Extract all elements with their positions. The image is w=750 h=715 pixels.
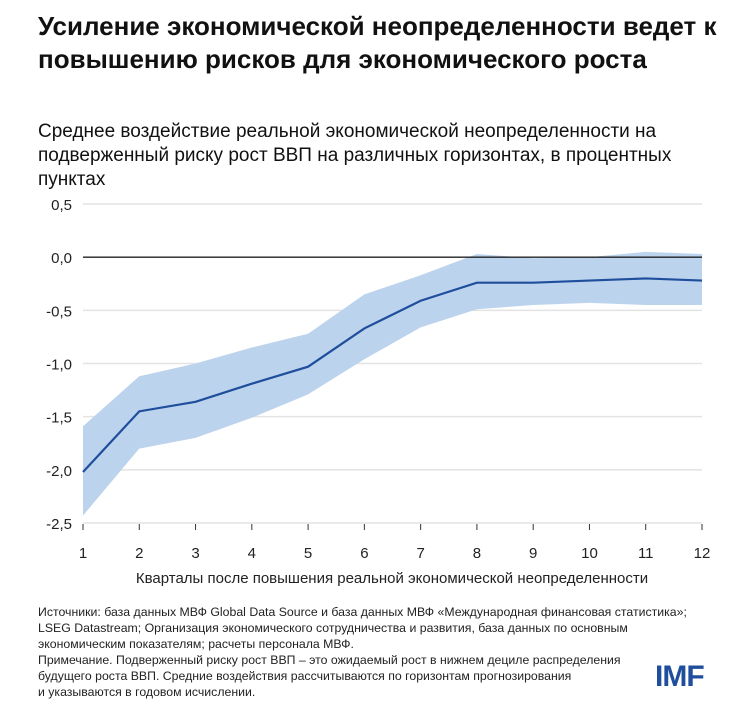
x-tick-label: 9 — [529, 545, 537, 562]
x-tick-label: 4 — [248, 545, 256, 562]
x-axis-label: Кварталы после повышения реальной эконом… — [136, 570, 648, 587]
line-chart: 0,50,0-0,5-1,0-1,5-2,0-2,51 2 3 4 5 6 7 8 9 10 11 1… — [46, 197, 711, 587]
y-tick-label: 0,0 — [51, 250, 72, 267]
imf-logo: IMF — [655, 660, 705, 693]
note-text: будущего роста ВВП. Средние воздействия … — [38, 669, 572, 683]
x-tick-label: 11 — [638, 545, 654, 562]
y-tick-label: -0,5 — [46, 303, 72, 320]
x-tick-label: 2 — [135, 545, 143, 562]
y-tick-label: -2,5 — [46, 516, 72, 533]
sources-text: экономическим показателям; расчеты персо… — [38, 637, 354, 651]
series-line-mean — [82, 277, 703, 473]
notes: Источники: база данных МВФ Global Data S… — [38, 604, 687, 700]
chart-title: Усиление экономической неопределенности … — [38, 11, 717, 74]
y-tick-label: 0,5 — [51, 197, 72, 214]
x-tick-label: 6 — [360, 545, 368, 562]
confidence-band — [83, 251, 702, 516]
note-text: и указываются в годовом исчислении. — [38, 685, 256, 699]
x-tick-label: 7 — [416, 545, 424, 562]
x-tick-label: 10 — [581, 545, 598, 562]
y-tick-label: -1,0 — [46, 357, 72, 374]
sources-text: Источники: база данных МВФ Global Data S… — [38, 605, 687, 619]
y-tick-label: -1,5 — [46, 410, 72, 427]
x-tick-label: 8 — [473, 545, 481, 562]
y-tick-label: -2,0 — [46, 463, 72, 480]
note-text: Примечание. Подверженный риску рост ВВП … — [38, 653, 621, 667]
x-tick-label: 1 — [79, 545, 87, 562]
sources-text: LSEG Datastream; Организация экономическ… — [38, 621, 628, 635]
x-tick-label: 12 — [694, 545, 711, 562]
x-tick-label: 3 — [191, 545, 199, 562]
chart-subtitle: Среднее воздействие реальной экономическ… — [38, 121, 672, 190]
x-tick-label: 5 — [304, 545, 312, 562]
